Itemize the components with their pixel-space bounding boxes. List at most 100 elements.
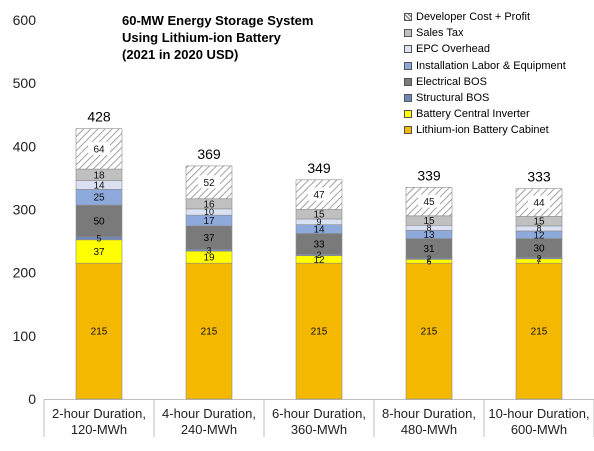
segment-data-label: 17: [203, 216, 215, 227]
total-data-label: 428: [87, 109, 111, 125]
legend-item: Structural BOS: [404, 90, 566, 106]
bar-segment: [405, 262, 453, 400]
bar-segment: [75, 262, 123, 400]
segment-data-label: 14: [93, 180, 105, 191]
y-tick-label: 400: [13, 138, 37, 154]
segment-data-label: 5: [96, 233, 101, 243]
chart-title-line-1: 60-MW Energy Storage System: [122, 13, 314, 28]
legend-swatch: [404, 126, 412, 135]
legend-item: Battery Central Inverter: [404, 106, 566, 122]
y-tick-label: 600: [13, 12, 37, 28]
x-tick-label: 6-hour Duration,: [272, 406, 366, 421]
y-tick-label: 100: [13, 328, 37, 344]
legend-item: EPC Overhead: [404, 41, 566, 57]
legend-item: Developer Cost + Profit: [404, 9, 566, 25]
x-tick-label: 4-hour Duration,: [162, 406, 256, 421]
segment-data-label: 215: [421, 327, 438, 338]
total-data-label: 333: [527, 169, 551, 185]
x-tick-label: 2-hour Duration,: [52, 406, 146, 421]
y-tick-label: 500: [13, 75, 37, 91]
y-tick-label: 200: [13, 265, 37, 281]
total-data-label: 369: [197, 146, 221, 162]
segment-data-label: 2: [316, 250, 321, 260]
chart-legend: Developer Cost + Profit Sales Tax EPC Over…: [404, 9, 566, 139]
label-background: [198, 175, 220, 189]
segment-data-label: 16: [203, 199, 215, 210]
legend-swatch: [404, 45, 412, 54]
x-tick-label: 600-MWh: [511, 422, 567, 437]
legend-label: Battery Central Inverter: [416, 108, 530, 121]
segment-data-label: 10: [204, 207, 214, 217]
x-tick-label: 240-MWh: [181, 422, 237, 437]
label-background: [528, 195, 550, 209]
segment-data-label: 13: [423, 230, 435, 241]
legend-item: Electrical BOS: [404, 74, 566, 90]
segment-data-label: 47: [313, 190, 325, 201]
segment-data-label: 14: [313, 225, 325, 236]
segment-data-label: 52: [203, 178, 215, 189]
segment-data-label: 8: [426, 223, 431, 233]
segment-data-label: 45: [423, 197, 435, 208]
legend-swatch: [404, 13, 412, 22]
segment-data-label: 33: [313, 239, 325, 250]
segment-data-label: 15: [423, 216, 435, 227]
legend-swatch: [404, 77, 412, 86]
bar-segment: [295, 262, 343, 400]
x-tick-label: 10-hour Duration,: [488, 406, 589, 421]
bar-segment: [185, 262, 233, 400]
segment-data-label: 44: [533, 198, 545, 209]
segment-data-label: 12: [533, 230, 545, 241]
segment-data-label: 7: [536, 256, 541, 266]
segment-data-label: 6: [426, 256, 431, 266]
segment-data-label: 3: [206, 245, 211, 255]
chart-title-line-2: Using Lithium-ion Battery: [122, 30, 281, 45]
segment-data-label: 2: [426, 254, 431, 264]
segment-data-label: 50: [93, 216, 105, 227]
x-tick-label: 8-hour Duration,: [382, 406, 476, 421]
legend-label: Lithium-ion Battery Cabinet: [416, 124, 549, 137]
segment-data-label: 18: [93, 170, 105, 181]
segment-data-label: 215: [311, 327, 328, 338]
legend-item: Lithium-ion Battery Cabinet: [404, 122, 566, 138]
total-data-label: 349: [307, 160, 331, 176]
legend-label: Electrical BOS: [416, 75, 487, 88]
segment-data-label: 37: [93, 247, 105, 258]
legend-item: Installation Labor & Equipment: [404, 58, 566, 74]
x-tick-label: 480-MWh: [401, 422, 457, 437]
legend-item: Sales Tax: [404, 25, 566, 41]
segment-data-label: 37: [203, 233, 215, 244]
segment-data-label: 12: [313, 255, 325, 266]
y-tick-label: 300: [13, 202, 37, 218]
legend-label: Installation Labor & Equipment: [416, 59, 566, 72]
chart-labels: 2153755025141864428215193371710165236921…: [87, 109, 551, 338]
chart-title-line-3: (2021 in 2020 USD): [122, 47, 239, 62]
x-tick-label: 120-MWh: [71, 422, 127, 437]
segment-data-label: 215: [201, 327, 218, 338]
label-background: [418, 194, 440, 208]
chart-title: 60-MW Energy Storage System Using Lithiu…: [122, 12, 313, 63]
label-background: [88, 141, 110, 155]
chart-bars: [75, 128, 563, 400]
y-tick-label: 0: [28, 391, 36, 407]
chart-axes: 0 100 200 300 400 500 600 2-hour Duration,120-M…: [13, 12, 594, 437]
segment-data-label: 19: [203, 253, 215, 264]
legend-swatch: [404, 94, 412, 103]
legend-swatch: [404, 110, 412, 119]
legend-swatch: [404, 61, 412, 70]
segment-data-label: 64: [93, 144, 105, 155]
legend-label: EPC Overhead: [416, 43, 490, 56]
segment-data-label: 31: [423, 244, 435, 255]
segment-data-label: 2: [536, 253, 541, 263]
segment-data-label: 215: [531, 327, 548, 338]
segment-data-label: 9: [316, 217, 321, 227]
segment-data-label: 15: [533, 217, 545, 228]
total-data-label: 339: [417, 167, 441, 183]
label-background: [308, 187, 330, 201]
segment-data-label: 215: [91, 327, 108, 338]
legend-label: Sales Tax: [416, 27, 464, 40]
segment-data-label: 30: [533, 244, 545, 255]
segment-data-label: 8: [536, 224, 541, 234]
segment-data-label: 15: [313, 210, 325, 221]
x-tick-label: 360-MWh: [291, 422, 347, 437]
